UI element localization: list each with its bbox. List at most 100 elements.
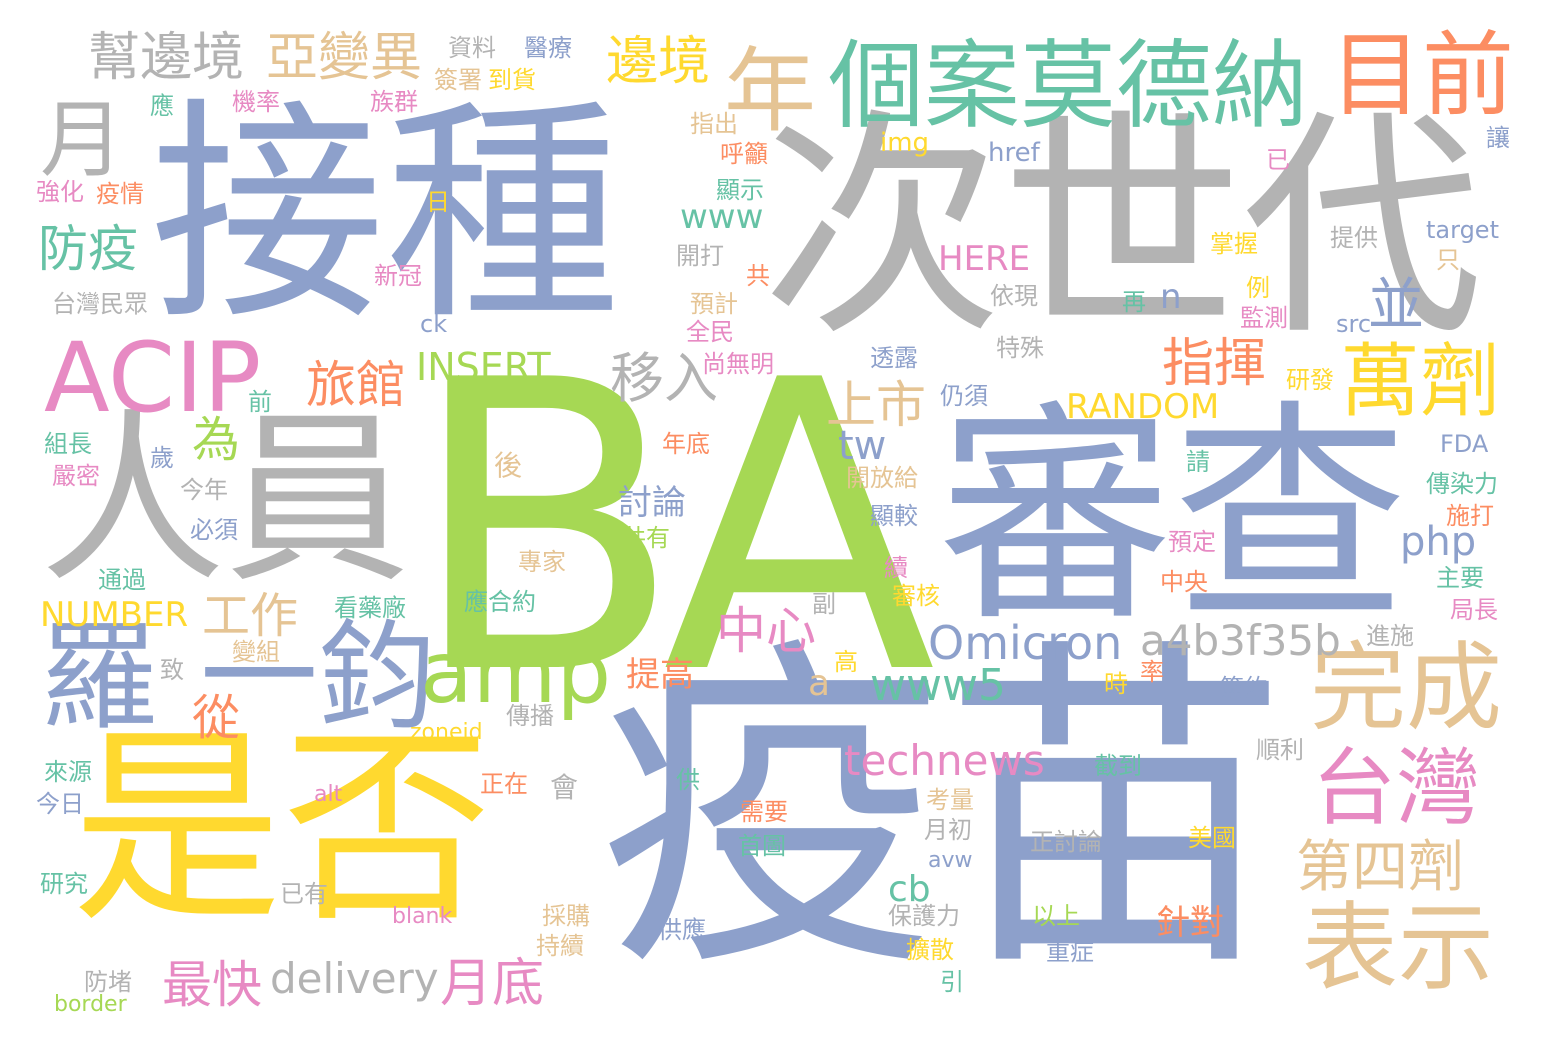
word-ten-thousand-doses: 萬劑 bbox=[1340, 335, 1500, 428]
word-continue: 續 bbox=[884, 554, 908, 582]
word-provide: 提供 bbox=[1330, 224, 1378, 252]
word-probability: 機率 bbox=[232, 88, 280, 116]
word-research: 研究 bbox=[40, 870, 88, 898]
word-appeal: 呼籲 bbox=[720, 140, 768, 168]
word-main: 主要 bbox=[1436, 564, 1484, 592]
word-for: 為 bbox=[192, 412, 241, 468]
word-next-generation: 次世代 bbox=[762, 88, 1483, 368]
word-year: 年 bbox=[724, 38, 817, 145]
word-whether: 是否 bbox=[72, 706, 493, 951]
word-php: php bbox=[1400, 519, 1477, 565]
word-still-need: 仍須 bbox=[940, 382, 988, 410]
word-a4b3f35b: a4b3f35b bbox=[1140, 616, 1341, 665]
word-pass: 通過 bbox=[98, 566, 146, 594]
word-notably: 顯較 bbox=[870, 502, 918, 530]
word-covid: 新冠 bbox=[374, 262, 422, 290]
word-total: 共 bbox=[746, 262, 770, 290]
word-sign-contract: 簽約 bbox=[1220, 674, 1268, 702]
word-in-total: 共有 bbox=[622, 524, 670, 552]
word-target-attr: target bbox=[1426, 216, 1499, 244]
word-medical: 醫療 bbox=[524, 34, 572, 62]
word-rate: 率 bbox=[1140, 658, 1164, 686]
word-luo: 羅 bbox=[40, 608, 159, 746]
word-epidemic: 疫情 bbox=[96, 180, 144, 208]
word-monitor: 監測 bbox=[1240, 304, 1288, 332]
word-discussion: 討論 bbox=[618, 483, 686, 523]
word-diffusion: 擴散 bbox=[906, 936, 954, 964]
word-hotel: 旅館 bbox=[306, 356, 406, 414]
word-work: 工作 bbox=[202, 588, 299, 644]
word-severe: 重症 bbox=[1046, 938, 1094, 966]
word-month-end: 月底 bbox=[440, 954, 545, 1014]
word-research-dev: 研發 bbox=[1286, 366, 1334, 394]
word-should: 應 bbox=[150, 92, 174, 120]
word-pharma: 看藥廠 bbox=[334, 594, 406, 622]
word-signing: 簽署 bbox=[434, 66, 482, 94]
word-protection: 保護力 bbox=[888, 902, 960, 930]
word-no-clear: 尚無明 bbox=[702, 350, 774, 378]
word-fda: FDA bbox=[1440, 430, 1489, 458]
word-scheduled: 預定 bbox=[1168, 528, 1216, 556]
word-central: 中央 bbox=[1160, 568, 1208, 596]
word-personnel: 人員 bbox=[40, 392, 410, 608]
word-fourth-dose: 第四劑 bbox=[1296, 835, 1464, 900]
word-tw: tw bbox=[838, 423, 887, 469]
word-omicron: Omicron bbox=[928, 616, 1123, 670]
word-img: img bbox=[880, 128, 930, 158]
word-consider: 考量 bbox=[926, 786, 974, 814]
word-source: 來源 bbox=[44, 758, 92, 786]
word-time: 時 bbox=[1104, 670, 1128, 698]
word-border-help: 幫邊境 bbox=[88, 28, 245, 88]
word-this-year: 今年 bbox=[180, 476, 228, 504]
word-discussing: 正討論 bbox=[1030, 828, 1102, 856]
word-www: www bbox=[680, 197, 764, 237]
word-epidemic-prevention: 防疫 bbox=[38, 220, 138, 278]
word-transmissibility: 傳染力 bbox=[1426, 470, 1498, 498]
word-supply: 供 bbox=[676, 766, 700, 794]
word-a: a bbox=[808, 663, 831, 704]
word-command: 指揮 bbox=[1162, 334, 1267, 394]
word-border: 邊境 bbox=[606, 32, 711, 92]
word-yi-jun: 一鈞 bbox=[200, 608, 437, 746]
word-n: n bbox=[1160, 277, 1182, 317]
word-after: 後 bbox=[494, 449, 523, 482]
word-center: 中心 bbox=[716, 602, 816, 660]
word-all-people: 全民 bbox=[686, 318, 734, 346]
word-blank: blank bbox=[392, 904, 453, 929]
word-vaccine: 疫苗 bbox=[598, 612, 1288, 1013]
word-again: 再 bbox=[1122, 288, 1146, 316]
word-currently: 目前 bbox=[1330, 22, 1515, 129]
word-only: 只 bbox=[1436, 246, 1460, 274]
word-strengthen: 強化 bbox=[36, 178, 84, 206]
word-data: 資料 bbox=[448, 34, 496, 62]
word-acip: ACIP bbox=[44, 322, 262, 434]
word-vaccination: 接種 bbox=[150, 79, 620, 352]
word-until: 截到 bbox=[1094, 752, 1142, 780]
word-random: RANDOM bbox=[1066, 387, 1220, 427]
word-variant-group: 變組 bbox=[232, 638, 280, 666]
word-month: 月 bbox=[40, 91, 125, 189]
word-indicate: 表示 bbox=[1302, 892, 1494, 1004]
word-ba: BA bbox=[408, 297, 936, 762]
word-taiwan: 台灣 bbox=[1312, 739, 1481, 837]
word-delivery: delivery bbox=[270, 954, 439, 1003]
word-import: 移入 bbox=[610, 347, 718, 410]
word-cite: 引 bbox=[940, 968, 964, 996]
word-director: 局長 bbox=[1450, 596, 1498, 624]
word-insert: INSERT bbox=[416, 345, 551, 389]
word-please: 請 bbox=[1186, 448, 1210, 476]
word-subvariant: 亞變異 bbox=[266, 28, 423, 88]
word-alt: alt bbox=[314, 782, 343, 807]
word-team-leader: 組長 bbox=[44, 430, 92, 458]
word-month-start: 月初 bbox=[924, 816, 972, 844]
word-meeting: 會 bbox=[550, 771, 579, 804]
word-launch: 上市 bbox=[826, 376, 926, 434]
word-estimate: 預計 bbox=[690, 290, 738, 318]
word-case: 例 bbox=[1246, 274, 1270, 302]
word-review: 審查 bbox=[938, 381, 1408, 654]
word-cb: cb bbox=[888, 869, 931, 910]
word-day: 日 bbox=[426, 188, 450, 216]
word-amp: amp bbox=[420, 623, 612, 723]
word-number: NUMBER bbox=[40, 595, 189, 635]
